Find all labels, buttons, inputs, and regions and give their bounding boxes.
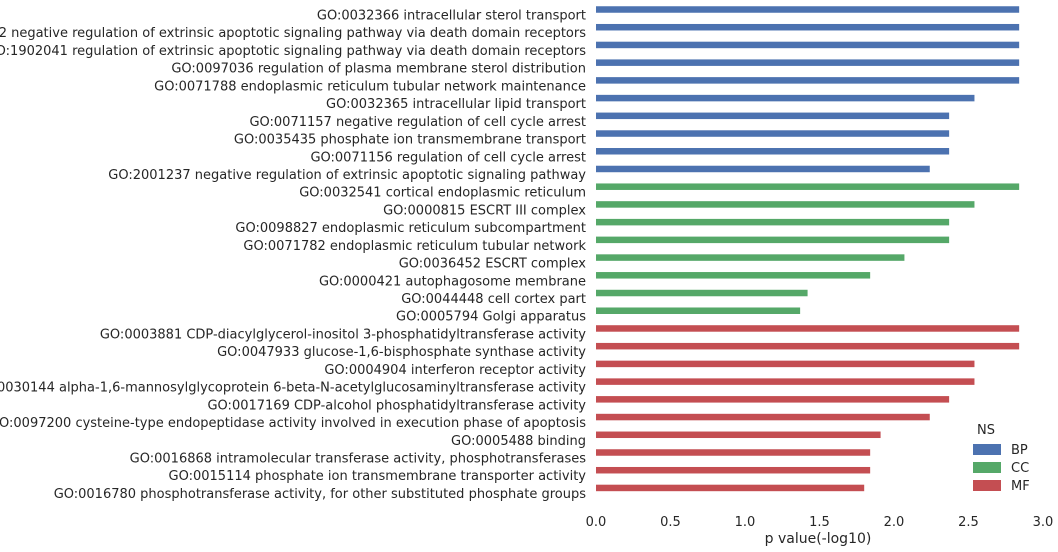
category-label: GO:0036452 ESCRT complex [399, 257, 587, 272]
legend-swatch-bp [973, 444, 1001, 455]
bar-mf [596, 325, 1020, 332]
category-label: GO:0004904 interferon receptor activity [324, 363, 586, 378]
category-label: GO:0097200 cysteine-type endopeptidase a… [0, 416, 586, 431]
bar-bp [596, 23, 1020, 31]
category-label: GO:1902041 regulation of extrinsic apopt… [0, 44, 586, 59]
bar-bp [596, 112, 950, 120]
bar-mf [596, 484, 865, 492]
category-label: GO:0000815 ESCRT III complex [383, 203, 586, 218]
bar-bp [596, 165, 930, 173]
category-label: GO:0017169 CDP-alcohol phosphatidyltrans… [207, 398, 586, 413]
bar-bp [596, 41, 1020, 49]
category-label: GO:0003881 CDP-diacylglycerol-inositol 3… [100, 327, 586, 342]
legend-swatch-mf [973, 480, 1001, 491]
legend-swatch-cc [973, 462, 1001, 473]
legend-title: NS [977, 423, 995, 438]
x-tick-label: 1.0 [735, 515, 756, 530]
bar-mf [596, 466, 871, 474]
x-tick-labels-group: 0.0 0.5 1.0 1.5 2.0 2.5 3.0 [586, 515, 1054, 530]
category-label: GO:0005794 Golgi apparatus [396, 310, 586, 325]
category-label: GO:0098827 endoplasmic reticulum subcomp… [235, 221, 586, 236]
legend-label-cc: CC [1011, 461, 1029, 476]
category-label: GO:0032541 cortical endoplasmic reticulu… [299, 186, 586, 201]
category-label: GO:0016868 intramolecular transferase ac… [130, 452, 587, 467]
x-tick-label: 1.5 [809, 515, 830, 530]
bar-cc [596, 236, 950, 244]
x-tick-label: 0.0 [586, 515, 607, 530]
category-label: GO:0071782 endoplasmic reticulum tubular… [243, 239, 586, 254]
category-label: GO:0047933 glucose-1,6-bisphosphate synt… [217, 345, 586, 360]
bar-mf [596, 342, 1020, 350]
category-label: GO:0015114 phosphate ion transmembrane t… [169, 469, 587, 484]
category-label: GO:0071788 endoplasmic reticulum tubular… [154, 79, 586, 94]
category-label: GO:0071156 regulation of cell cycle arre… [310, 150, 586, 165]
x-axis-title: p value(-log10) [765, 531, 872, 547]
bar-bp [596, 130, 950, 137]
legend-label-bp: BP [1011, 443, 1028, 458]
x-tick-label: 2.5 [958, 515, 979, 530]
bar-mf [596, 360, 975, 368]
bar-cc [596, 183, 1020, 190]
bar-mf [596, 396, 950, 403]
bar-bp [596, 77, 1020, 84]
bar-cc [596, 201, 975, 208]
legend: NS BP CC MF [973, 423, 1030, 494]
bar-cc [596, 218, 950, 226]
bars-group [596, 6, 1020, 492]
category-label: GO:0035435 phosphate ion transmembrane t… [234, 133, 586, 148]
x-tick-label: 0.5 [660, 515, 681, 530]
category-label: GO:1902042 negative regulation of extrin… [0, 26, 586, 41]
bar-cc [596, 254, 905, 261]
bar-mf [596, 413, 930, 421]
bar-bp [596, 148, 950, 155]
bar-mf [596, 431, 881, 439]
category-label: GO:0000421 autophagosome membrane [319, 274, 586, 289]
category-label: GO:0005488 binding [451, 434, 586, 449]
category-label: GO:0032365 intracellular lipid transport [326, 97, 586, 112]
category-label: GO:0044448 cell cortex part [401, 292, 586, 307]
category-label: GO:0030144 alpha-1,6-mannosylglycoprotei… [0, 381, 586, 396]
bar-bp [596, 6, 1020, 13]
category-label: GO:0071157 negative regulation of cell c… [249, 115, 586, 130]
legend-label-mf: MF [1011, 479, 1030, 494]
x-tick-label: 3.0 [1033, 515, 1054, 530]
category-labels-group: GO:0032366 intracellular sterol transpor… [0, 9, 586, 502]
bar-bp [596, 94, 975, 102]
category-label: GO:0032366 intracellular sterol transpor… [317, 9, 586, 24]
x-tick-label: 2.0 [884, 515, 905, 530]
bar-cc [596, 272, 871, 279]
category-label: GO:2001237 negative regulation of extrin… [108, 168, 586, 183]
category-label: GO:0016780 phosphotransferase activity, … [54, 487, 587, 502]
bar-bp [596, 59, 1020, 66]
category-label: GO:0097036 regulation of plasma membrane… [171, 62, 586, 77]
bar-cc [596, 307, 801, 314]
bar-cc [596, 289, 808, 297]
bar-mf [596, 449, 871, 456]
bar-mf [596, 378, 975, 385]
legend-items: BP CC MF [973, 443, 1030, 494]
